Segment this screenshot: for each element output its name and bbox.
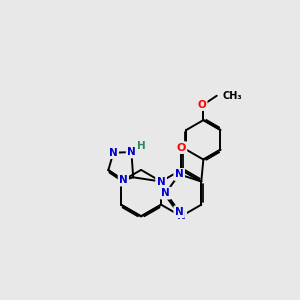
Text: N: N (175, 169, 184, 179)
Text: N: N (177, 213, 186, 223)
Text: O: O (197, 100, 206, 110)
Text: N: N (161, 188, 170, 198)
Text: CH₃: CH₃ (222, 91, 242, 101)
Text: N: N (175, 169, 184, 179)
Text: N: N (127, 147, 136, 157)
Text: N: N (177, 211, 186, 221)
Text: H: H (137, 141, 146, 151)
Text: N: N (175, 207, 184, 217)
Text: O: O (176, 142, 186, 153)
Text: N: N (119, 175, 128, 185)
Text: N: N (157, 176, 166, 187)
Text: N: N (175, 207, 184, 217)
Text: N: N (161, 188, 170, 198)
Text: N: N (157, 176, 166, 187)
Text: N: N (109, 148, 118, 158)
